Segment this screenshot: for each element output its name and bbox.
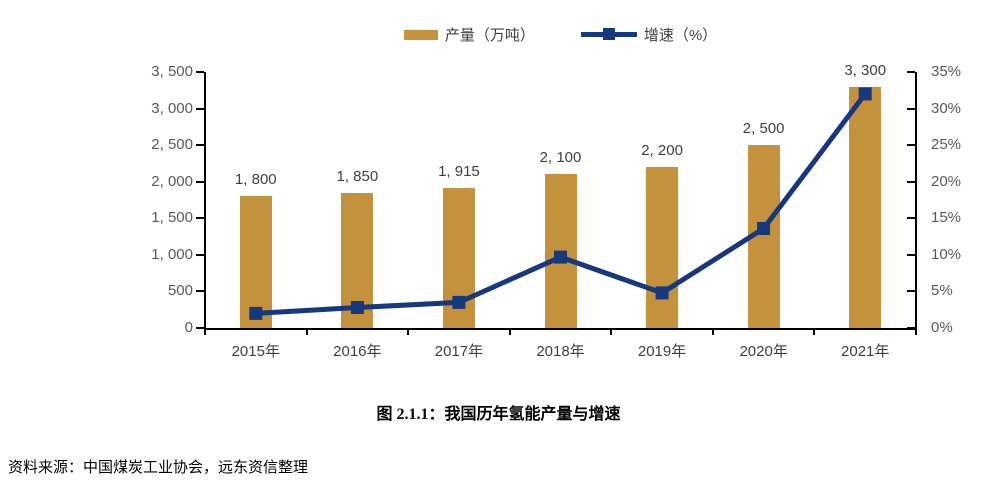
legend-bar-swatch-icon <box>403 29 438 40</box>
y-axis-right-tick-label: 35% <box>931 63 962 80</box>
y-axis-left-tick-label: 500 <box>167 282 193 300</box>
legend-line-swatch-icon <box>580 28 637 40</box>
x-axis-category-label: 2021年 <box>841 343 890 360</box>
growth-line <box>255 92 868 316</box>
x-axis-tick <box>915 328 917 335</box>
y-axis-right-tick-label: 10% <box>931 245 962 263</box>
y-axis-left-tick-label: 1, 000 <box>151 245 193 263</box>
x-axis-tick <box>711 328 714 335</box>
y-axis-left-tick-label: 1, 500 <box>151 209 193 227</box>
legend-line-marker-icon <box>602 28 615 40</box>
x-axis-category-label: 2016年 <box>333 343 382 360</box>
y-axis-right-tick-label: 0% <box>931 319 953 336</box>
y-axis-right-tick <box>907 290 915 293</box>
y-axis-left-tick <box>196 180 204 183</box>
growth-marker-icon <box>757 222 771 235</box>
y-axis-left-tick <box>196 107 204 110</box>
x-axis-category-label: 2018年 <box>536 343 585 360</box>
x-axis-tick <box>407 328 410 335</box>
y-axis-right-tick-label: 30% <box>931 99 962 117</box>
figure-caption: 图 2.1.1：我国历年氢能产量与增速 <box>376 406 621 423</box>
y-axis-left-tick <box>196 253 204 256</box>
y-axis-right-tick-label: 15% <box>931 209 962 227</box>
source-note: 资料来源：中国煤炭工业协会，远东资信整理 <box>8 460 309 476</box>
y-axis-left-tick-label: 2, 000 <box>151 172 193 190</box>
legend-label-production: 产量（万吨） <box>444 27 535 44</box>
y-axis-right-tick <box>907 180 915 183</box>
y-axis-right-tick <box>907 144 915 147</box>
x-axis-category-label: 2020年 <box>739 343 788 360</box>
x-axis-category-label: 2017年 <box>434 343 484 360</box>
y-axis-left-tick-label: 2, 500 <box>151 136 193 154</box>
y-axis-left-tick-label: 3, 500 <box>151 63 193 80</box>
y-axis-left-tick <box>196 217 204 220</box>
y-axis-right-tick <box>907 217 915 220</box>
bar-value-label: 2, 100 <box>539 149 582 167</box>
legend-label-growth: 增速（%） <box>643 27 718 44</box>
bar-value-label: 1, 915 <box>438 162 480 180</box>
growth-marker-icon <box>452 295 466 309</box>
growth-marker-icon <box>655 286 669 300</box>
x-axis-tick <box>305 328 308 335</box>
legend-item-growth: 增速（%） <box>580 24 718 45</box>
x-axis-tick <box>508 328 511 335</box>
y-axis-left-tick-label: 3, 000 <box>151 99 193 117</box>
production-bar <box>849 86 882 328</box>
growth-marker-icon <box>554 250 567 264</box>
y-axis-left-tick <box>196 71 204 73</box>
bar-value-label: 2, 500 <box>742 120 785 138</box>
y-axis-right-tick <box>907 327 915 329</box>
growth-marker-icon <box>350 301 364 314</box>
y-axis-right-tick <box>907 107 915 110</box>
growth-line-svg <box>249 87 872 320</box>
bar-line-combo-chart: 0 0% 500 5% 1, 000 10% 1, 500 15% 2, 000 20% 2, 50… <box>151 61 962 360</box>
x-axis-tick <box>610 328 613 335</box>
growth-marker-icon <box>858 87 872 101</box>
bar-value-label: 3, 300 <box>844 61 887 79</box>
x-axis-category-label: 2015年 <box>231 343 280 360</box>
production-bar <box>646 167 679 328</box>
y-axis-right-line <box>915 72 917 330</box>
x-axis-category-label: 2019年 <box>637 343 687 360</box>
bar-value-label: 1, 850 <box>336 167 379 185</box>
y-axis-right-tick-label: 25% <box>931 136 962 154</box>
growth-marker-icon <box>249 306 263 320</box>
y-axis-left-tick-label: 0 <box>184 319 193 336</box>
y-axis-right-tick <box>907 71 915 73</box>
legend-item-production: 产量（万吨） <box>403 24 535 45</box>
y-axis-right-tick-label: 20% <box>931 172 962 190</box>
y-axis-left-tick <box>196 290 204 293</box>
y-axis-left-tick <box>196 327 204 329</box>
y-axis-left-tick <box>196 144 204 147</box>
y-axis-right-tick-label: 5% <box>931 282 953 300</box>
bar-value-label: 2, 200 <box>641 142 683 160</box>
y-axis-left-line <box>204 72 206 330</box>
y-axis-right-tick <box>907 253 915 256</box>
chart-legend: 产量（万吨） 增速（%） <box>205 24 916 45</box>
x-axis-tick <box>813 328 816 335</box>
bar-value-label: 1, 800 <box>234 171 277 189</box>
production-bar <box>239 196 272 328</box>
x-axis-tick <box>204 328 206 335</box>
x-axis-line <box>204 328 917 330</box>
